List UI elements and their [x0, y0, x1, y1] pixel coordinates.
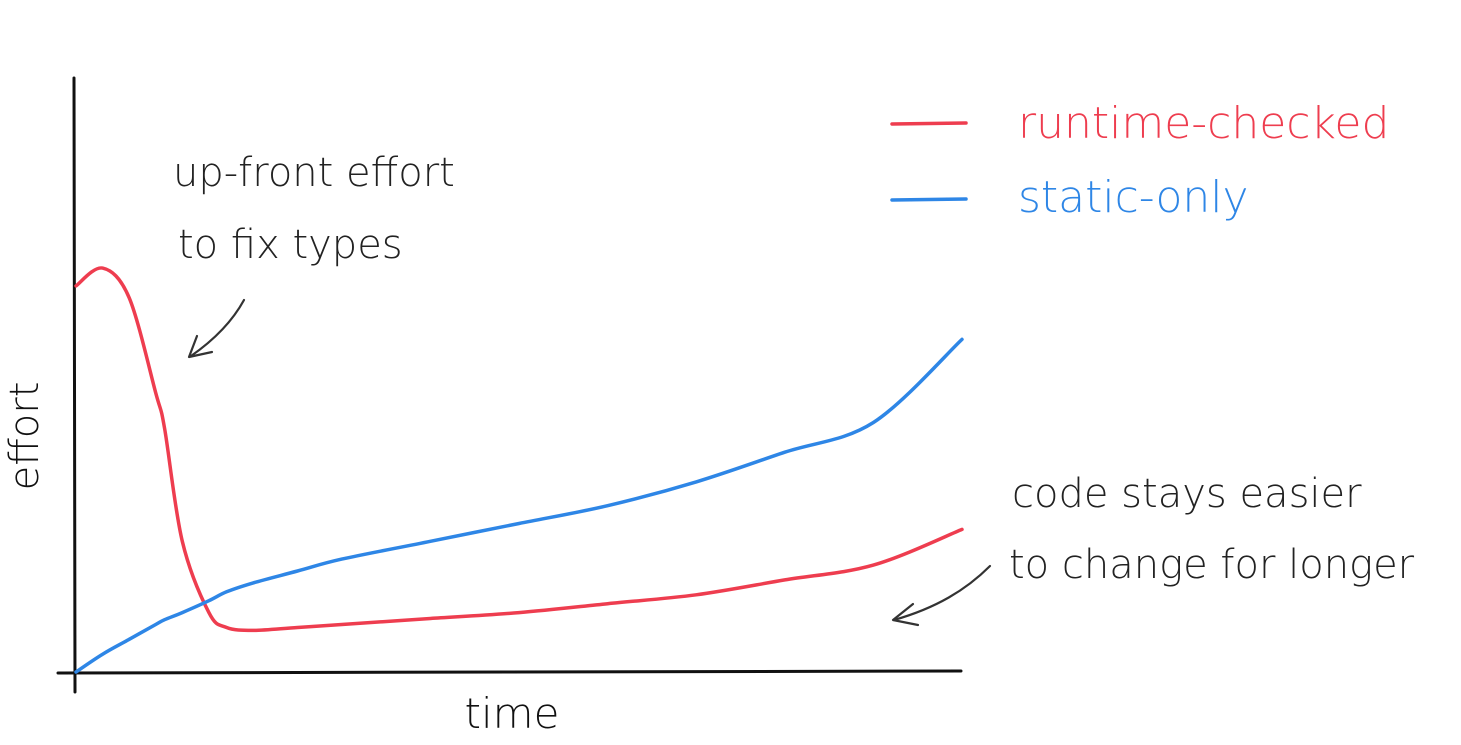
- annotation-upfront-effort: up-front effort to fix types: [173, 150, 455, 359]
- legend-label-static-only: static-only: [1018, 172, 1249, 223]
- annotation-easier-line-1: code stays easier: [1012, 471, 1362, 517]
- legend: runtime-checked static-only: [890, 98, 1389, 223]
- annotation-upfront-line-1: up-front effort: [173, 150, 455, 196]
- series-line-static-only: [74, 337, 964, 674]
- x-axis: [56, 669, 963, 675]
- legend-label-runtime-checked: runtime-checked: [1018, 98, 1389, 149]
- annotation-upfront-arrowhead: [187, 334, 214, 359]
- annotation-upfront-arrow: [189, 298, 246, 358]
- legend-swatch-runtime-checked: [890, 121, 968, 126]
- annotation-upfront-line-2: to fix types: [178, 222, 403, 268]
- annotation-easier-arrowhead: [891, 602, 920, 627]
- y-axis: [72, 76, 77, 694]
- series-layer: [74, 266, 964, 674]
- annotation-easier-line-2: to change for longer: [1009, 542, 1415, 588]
- x-axis-label: time: [465, 689, 560, 738]
- annotation-easier-arrow: [892, 564, 992, 622]
- legend-swatch-static-only: [890, 197, 968, 202]
- series-line-runtime-checked: [74, 266, 964, 633]
- y-axis-label: effort: [2, 382, 48, 491]
- annotation-easier-to-change: code stays easier to change for longer: [891, 471, 1415, 627]
